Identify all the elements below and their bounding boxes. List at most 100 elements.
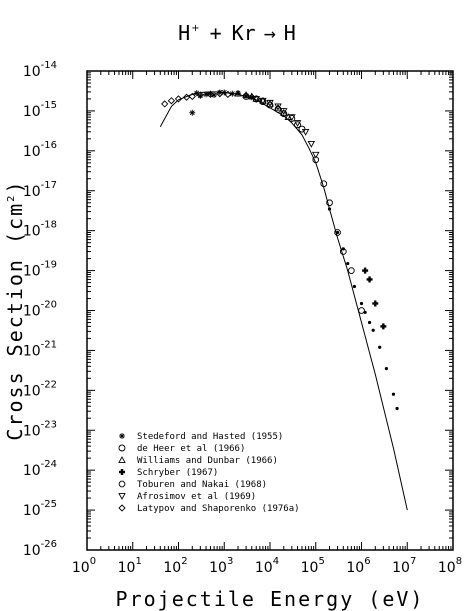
y-tick-label: 10-17 <box>23 180 57 200</box>
data-point <box>384 367 388 371</box>
data-point <box>288 114 296 122</box>
y-tick-label: 10-25 <box>23 499 57 519</box>
data-point <box>371 328 375 332</box>
legend-label: Latypov and Shaporenko (1976a) <box>137 504 300 514</box>
legend: Stedeford and Hasted (1955) de Heer et al… <box>118 432 300 514</box>
data-point <box>312 156 319 163</box>
title-sup: + <box>191 23 199 34</box>
title-kr: Kr <box>232 21 256 45</box>
y-tick-label: 10-18 <box>23 220 57 240</box>
data-point <box>167 97 176 105</box>
y-axis-label-sup: 2 <box>6 193 17 201</box>
y-tick-label: 10-20 <box>23 300 57 320</box>
data-point <box>216 90 224 98</box>
data-point <box>259 97 267 105</box>
data-point <box>288 114 296 122</box>
data-point <box>242 91 250 98</box>
y-tick-label: 10-24 <box>23 459 57 479</box>
x-tick-label: 103 <box>209 556 233 576</box>
data-point <box>174 95 183 103</box>
data-point <box>320 180 328 187</box>
data-point <box>301 128 310 136</box>
plot-frame <box>86 70 454 551</box>
data-point <box>188 92 196 101</box>
y-tick-label: 10-16 <box>23 140 57 160</box>
legend-label: Williams and Dunbar (1966) <box>137 456 278 466</box>
x-axis-label: Projectile Energy (eV) <box>116 587 425 611</box>
data-point <box>326 199 333 206</box>
y-tick-label: 10-26 <box>23 539 57 559</box>
legend-label: Schryber (1967) <box>137 468 218 478</box>
legend-marker <box>118 493 126 500</box>
data-point <box>348 267 355 274</box>
data-point <box>235 90 242 97</box>
x-tick-label: 107 <box>392 556 416 576</box>
x-tick-label: 104 <box>255 556 279 576</box>
data-point <box>363 310 367 314</box>
data-points <box>161 89 399 411</box>
data-point <box>161 100 169 108</box>
data-point <box>334 229 341 236</box>
y-tick-label: 10-19 <box>23 260 57 280</box>
x-tick-label: 100 <box>72 556 96 576</box>
data-point <box>266 99 274 107</box>
data-point <box>341 247 345 251</box>
chart-title: H+ + Kr → H <box>178 21 296 45</box>
legend-label: Stedeford and Hasted (1955) <box>137 432 283 442</box>
legend-marker <box>119 469 125 475</box>
legend-label: de Heer et al (1966) <box>137 444 245 454</box>
data-point <box>234 89 242 97</box>
data-point <box>293 120 302 127</box>
data-point <box>327 207 332 211</box>
x-tick-label: 101 <box>118 556 142 576</box>
data-point <box>182 93 191 101</box>
y-tick-label: 10-14 <box>23 60 57 80</box>
x-tick-label: 108 <box>438 556 462 576</box>
data-point <box>294 121 301 129</box>
data-point <box>280 108 288 116</box>
data-point <box>380 323 387 330</box>
data-point <box>366 276 373 283</box>
x-tick-label: 105 <box>301 556 325 576</box>
y-tick-label: 10-22 <box>23 379 57 399</box>
data-point <box>346 261 350 266</box>
y-tick-label: 10-21 <box>23 339 57 359</box>
data-point <box>362 267 369 274</box>
data-point <box>335 230 340 235</box>
y-tick-label: 10-15 <box>23 100 57 120</box>
data-point <box>352 284 357 289</box>
data-point <box>340 248 347 255</box>
title-h1: H <box>178 21 190 45</box>
data-point <box>280 110 288 118</box>
data-point <box>359 301 364 306</box>
data-point <box>211 92 218 99</box>
legend-marker <box>118 504 126 512</box>
data-point <box>206 90 215 98</box>
title-arrow: → <box>264 21 276 45</box>
axis-tick-labels: 100 101 102 103 104 105 106 107 108 10-14 10-15 10-… <box>23 60 462 576</box>
legend-marker <box>118 444 126 452</box>
title-h2: H <box>284 21 296 45</box>
legend-label: Toburen and Nakai (1968) <box>137 480 267 490</box>
data-point <box>358 307 365 314</box>
title-plus: + <box>210 21 222 45</box>
data-point <box>224 90 232 98</box>
x-tick-label: 102 <box>163 556 187 576</box>
data-point <box>367 320 372 325</box>
data-point <box>252 96 260 103</box>
data-point <box>391 392 396 396</box>
data-point <box>196 91 204 99</box>
data-point <box>378 345 382 349</box>
data-point <box>274 103 282 111</box>
data-point <box>395 406 399 411</box>
data-point <box>266 101 274 109</box>
data-point <box>189 109 196 116</box>
legend-marker <box>119 433 125 439</box>
legend-marker <box>118 480 126 488</box>
legend-label: Afrosimov et al (1969) <box>137 492 256 502</box>
y-axis-label: Cross Section (cm2) <box>3 179 27 440</box>
legend-marker <box>118 456 126 463</box>
data-point <box>311 151 320 159</box>
axis-ticks <box>86 70 454 551</box>
